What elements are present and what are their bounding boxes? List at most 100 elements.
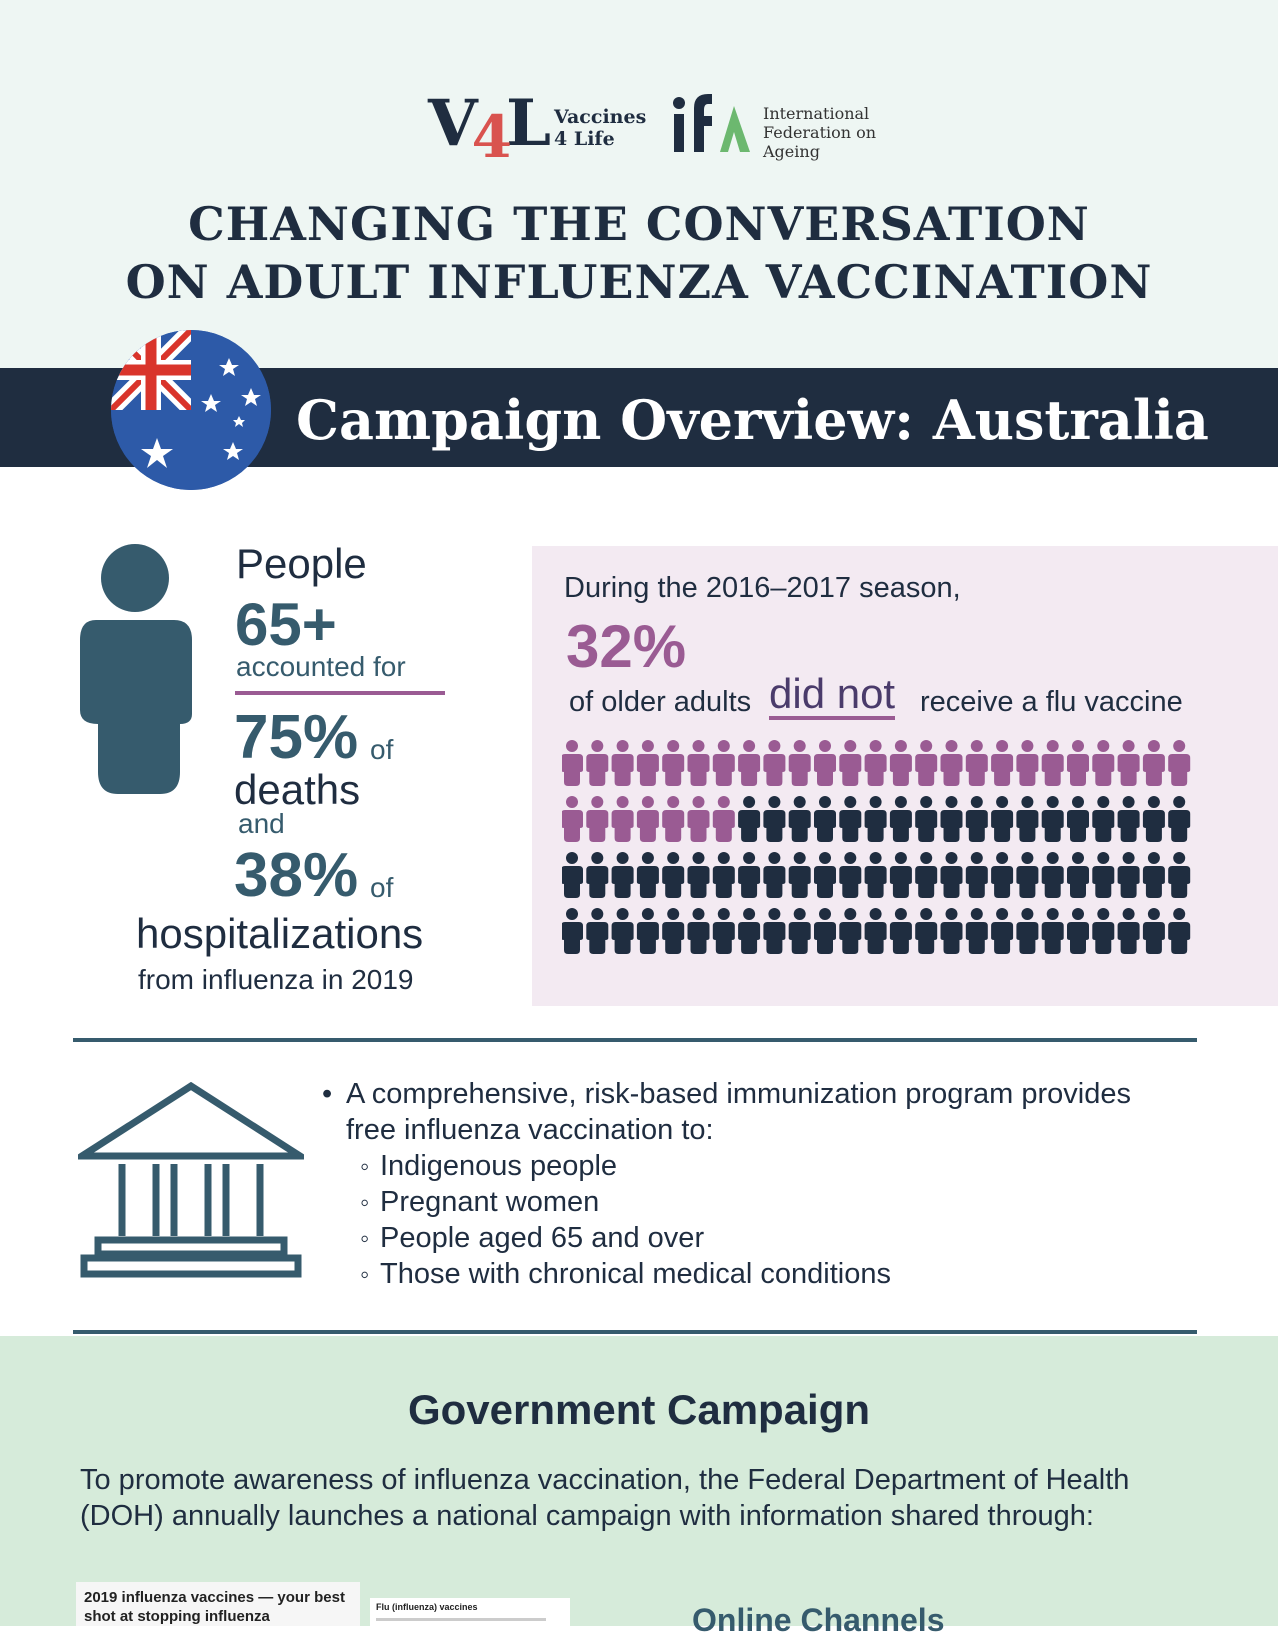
- person-icon: [1117, 740, 1140, 786]
- person-icon: [611, 908, 634, 954]
- person-icon: [1142, 740, 1165, 786]
- person-icon: [991, 740, 1014, 786]
- person-icon: [763, 796, 786, 842]
- person-icon: [864, 908, 887, 954]
- person-icon: [586, 796, 609, 842]
- person-icon: [864, 852, 887, 898]
- section-divider-bottom: [73, 1330, 1197, 1334]
- person-icon: [915, 740, 938, 786]
- australia-flag-icon: [111, 330, 271, 490]
- person-icon: [915, 796, 938, 842]
- accounted-label: accounted for: [236, 651, 406, 682]
- person-icon: [562, 740, 583, 786]
- person-icon: [586, 740, 609, 786]
- person-icon: [636, 852, 659, 898]
- deaths-percent: 75%: [234, 703, 359, 772]
- person-icon: [1016, 852, 1039, 898]
- list-item: Pregnant women: [322, 1184, 1131, 1220]
- person-icon: [636, 796, 659, 842]
- person-icon: [712, 852, 735, 898]
- person-icon: [965, 740, 988, 786]
- hosp-label: hospitalizations: [136, 910, 424, 957]
- and-label: and: [238, 808, 285, 839]
- person-icon: [991, 852, 1014, 898]
- person-icon: [611, 796, 634, 842]
- header-area: [0, 0, 1278, 368]
- person-icon: [889, 852, 912, 898]
- deaths-label: deaths: [234, 766, 361, 813]
- person-icon: [788, 852, 811, 898]
- person-icon: [763, 852, 786, 898]
- person-icon: [662, 852, 685, 898]
- page-title: CHANGING THE CONVERSATION ON ADULT INFLU…: [125, 197, 1153, 309]
- person-icon: [965, 852, 988, 898]
- person-icon: [80, 544, 192, 794]
- person-icon: [611, 740, 634, 786]
- online-channels-heading: Online Channels: [692, 1602, 945, 1638]
- v4l-logo: V4L: [428, 86, 551, 171]
- person-icon: [1117, 852, 1140, 898]
- people-label: People: [236, 540, 367, 587]
- person-icon: [1016, 908, 1039, 954]
- person-icon: [889, 740, 912, 786]
- person-icon: [839, 796, 862, 842]
- person-icon: [915, 908, 938, 954]
- person-icon: [864, 740, 887, 786]
- person-icon: [1092, 740, 1115, 786]
- section-divider-top: [73, 1038, 1197, 1042]
- person-icon: [562, 908, 583, 954]
- person-icon: [763, 740, 786, 786]
- of-label-2: of: [370, 872, 394, 903]
- person-icon: [687, 852, 710, 898]
- age-value: 65+: [235, 591, 337, 658]
- campaign-thumbnail-2: Flu (influenza) vaccines: [370, 1598, 570, 1626]
- banner-title: Campaign Overview: Australia: [296, 388, 1209, 452]
- person-icon: [738, 796, 761, 842]
- person-icon: [763, 908, 786, 954]
- did-not-label: did not: [769, 672, 896, 720]
- person-icon: [1168, 908, 1191, 954]
- season-label: During the 2016–2017 season,: [564, 572, 961, 604]
- program-list: A comprehensive, risk-based immunization…: [322, 1076, 1131, 1292]
- person-icon: [940, 740, 963, 786]
- person-icon: [839, 908, 862, 954]
- person-icon: [915, 852, 938, 898]
- person-icon: [1168, 796, 1191, 842]
- v4l-wordmark: Vaccines 4 Life: [554, 106, 647, 150]
- person-icon: [1142, 852, 1165, 898]
- government-campaign-title: Government Campaign: [407, 1386, 871, 1433]
- person-icon: [788, 740, 811, 786]
- of-label-1: of: [370, 734, 394, 765]
- person-icon: [687, 796, 710, 842]
- person-icon: [1092, 852, 1115, 898]
- person-icon: [1041, 908, 1064, 954]
- person-icon: [586, 852, 609, 898]
- person-icon: [991, 908, 1014, 954]
- person-icon: [1041, 796, 1064, 842]
- person-icon: [839, 852, 862, 898]
- program-bullet: A comprehensive, risk-based immunization…: [322, 1076, 1131, 1148]
- person-icon: [662, 796, 685, 842]
- divider-line: [235, 691, 445, 695]
- receive-label: receive a flu vaccine: [920, 686, 1183, 718]
- government-building-icon: [78, 1082, 304, 1278]
- person-icon: [788, 908, 811, 954]
- person-icon: [1041, 740, 1064, 786]
- person-icon: [1016, 796, 1039, 842]
- person-icon: [738, 740, 761, 786]
- campaign-thumbnail-1: 2019 influenza vaccines — your best shot…: [76, 1582, 360, 1626]
- person-icon: [788, 796, 811, 842]
- person-icon: [1168, 740, 1191, 786]
- person-icon: [1067, 796, 1089, 842]
- person-icon: [814, 740, 836, 786]
- list-item: Those with chronical medical conditions: [322, 1256, 1131, 1292]
- hosp-percent: 38%: [234, 841, 359, 910]
- person-icon: [611, 852, 634, 898]
- ifa-logo-icon: [673, 94, 750, 152]
- person-icon: [1092, 796, 1115, 842]
- person-icon: [562, 852, 583, 898]
- person-icon: [889, 796, 912, 842]
- person-icon: [662, 908, 685, 954]
- person-icon: [839, 740, 862, 786]
- person-icon: [738, 852, 761, 898]
